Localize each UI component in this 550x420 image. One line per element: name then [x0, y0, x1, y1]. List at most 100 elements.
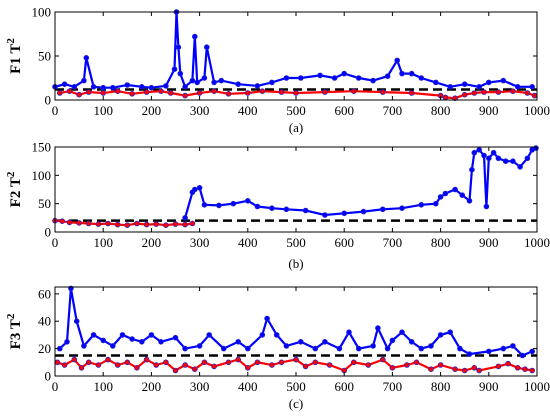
data-point — [466, 198, 473, 204]
data-point — [220, 345, 227, 352]
series-below — [54, 356, 535, 374]
data-point — [259, 332, 266, 338]
data-point — [404, 362, 410, 368]
data-point — [95, 221, 102, 227]
data-point — [461, 81, 468, 87]
data-point — [64, 338, 70, 345]
y-tick-label: 50 — [38, 196, 51, 211]
data-point — [317, 72, 323, 79]
x-tick-label: 600 — [334, 379, 354, 394]
series-above — [182, 145, 539, 221]
data-point — [283, 206, 290, 213]
x-tick-label: 900 — [479, 379, 499, 394]
data-point — [85, 220, 92, 227]
data-point — [182, 362, 188, 368]
data-point — [192, 33, 198, 40]
x-tick-label: 900 — [479, 235, 499, 250]
data-point — [153, 362, 160, 368]
data-point — [459, 192, 466, 199]
data-point — [175, 44, 182, 50]
data-point — [413, 359, 420, 366]
data-point — [336, 345, 343, 352]
panel-caption: (c) — [289, 396, 303, 411]
data-point — [428, 366, 434, 373]
data-point — [105, 220, 111, 227]
data-point — [235, 81, 242, 87]
data-point — [143, 356, 150, 363]
data-point — [196, 343, 203, 349]
data-point — [204, 44, 210, 50]
data-point — [245, 90, 251, 96]
data-point — [447, 84, 454, 90]
data-point — [83, 54, 90, 61]
data-point — [114, 88, 121, 94]
data-point — [490, 149, 497, 156]
data-point — [360, 208, 367, 215]
data-point — [139, 338, 145, 345]
data-point — [399, 329, 405, 336]
data-point — [428, 343, 434, 349]
data-point — [322, 338, 328, 345]
data-point — [76, 220, 82, 226]
data-point — [469, 166, 475, 173]
x-tick-label: 700 — [383, 103, 403, 118]
data-point — [437, 194, 444, 200]
data-point — [273, 332, 280, 338]
data-point — [452, 186, 458, 193]
axes-frame — [54, 146, 538, 233]
data-point — [54, 359, 61, 366]
data-point — [225, 91, 232, 97]
x-tick-label: 300 — [190, 379, 210, 394]
data-point — [418, 75, 425, 81]
data-point — [148, 332, 155, 338]
data-point — [235, 356, 242, 363]
data-point — [370, 343, 376, 349]
data-point — [529, 84, 535, 90]
x-tick-label: 400 — [238, 379, 258, 394]
data-point — [283, 75, 290, 81]
data-point — [355, 75, 362, 81]
data-point — [114, 221, 121, 228]
data-point — [452, 95, 458, 101]
data-point — [529, 367, 535, 374]
y-tick-label: 50 — [38, 49, 51, 64]
data-point — [163, 83, 169, 89]
data-point — [124, 359, 131, 366]
data-point — [531, 92, 538, 99]
data-point — [312, 359, 319, 366]
series-line — [184, 147, 537, 219]
data-point — [302, 207, 309, 214]
data-point — [481, 152, 487, 159]
data-point — [61, 81, 68, 87]
y-tick-label: 0 — [45, 93, 52, 108]
data-point — [177, 70, 184, 77]
data-point — [153, 221, 160, 227]
data-point — [201, 359, 208, 366]
y-tick-label: 0 — [45, 369, 52, 384]
data-point — [293, 356, 299, 363]
series-line — [59, 288, 533, 357]
panel-c: 0 100 200 300 400 500 600 700 800 900 1000 0 20 40 60 F… — [5, 285, 550, 411]
data-point — [192, 366, 198, 373]
data-point — [502, 158, 509, 165]
x-tick-label: 300 — [190, 103, 210, 118]
data-point — [341, 70, 348, 77]
data-point — [172, 221, 179, 227]
data-point — [529, 348, 535, 355]
data-point — [201, 202, 208, 208]
data-point — [211, 88, 217, 94]
series-above — [52, 9, 535, 91]
x-tick-label: 800 — [431, 103, 451, 118]
data-point — [481, 89, 487, 95]
data-point — [182, 345, 188, 352]
data-point — [171, 66, 178, 72]
data-point — [100, 84, 106, 91]
data-point — [346, 329, 352, 336]
data-point — [522, 366, 528, 373]
data-point — [408, 90, 415, 96]
data-point — [73, 318, 80, 325]
data-point — [418, 345, 425, 352]
x-tick-label: 600 — [334, 235, 354, 250]
data-point — [85, 89, 92, 95]
x-tick-label: 700 — [383, 235, 403, 250]
